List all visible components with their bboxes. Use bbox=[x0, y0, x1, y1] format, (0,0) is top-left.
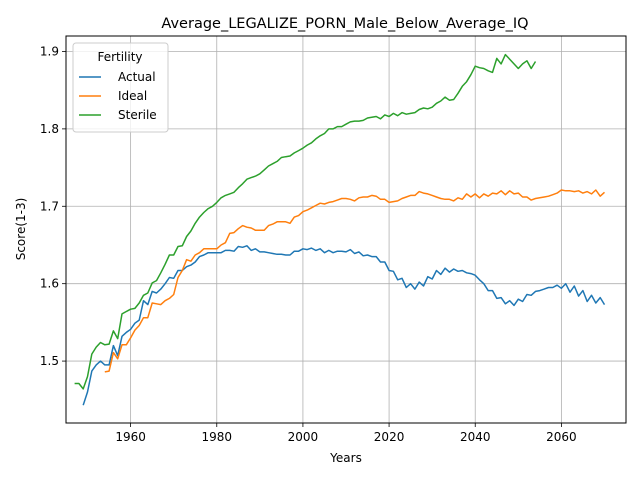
x-tick-label: 2060 bbox=[546, 430, 577, 444]
x-tick-label: 1980 bbox=[201, 430, 232, 444]
y-tick-label: 1.9 bbox=[40, 44, 59, 58]
x-tick-label: 2020 bbox=[374, 430, 405, 444]
legend-title: Fertility bbox=[97, 50, 142, 64]
y-tick-label: 1.5 bbox=[40, 354, 59, 368]
legend-label-ideal: Ideal bbox=[118, 89, 147, 103]
legend-label-actual: Actual bbox=[118, 70, 156, 84]
legend-label-sterile: Sterile bbox=[118, 108, 157, 122]
y-tick-label: 1.8 bbox=[40, 122, 59, 136]
x-tick-label: 2000 bbox=[288, 430, 319, 444]
chart-title: Average_LEGALIZE_PORN_Male_Below_Average… bbox=[161, 16, 528, 32]
y-tick-label: 1.7 bbox=[40, 199, 59, 213]
x-tick-label: 2040 bbox=[460, 430, 491, 444]
x-tick-label: 1960 bbox=[115, 430, 146, 444]
x-axis-label: Years bbox=[329, 451, 362, 465]
x-axis: 1960 1980 2000 2020 2040 2060 bbox=[115, 423, 576, 444]
legend: Fertility Actual Ideal Sterile bbox=[73, 43, 168, 132]
y-axis: 1.5 1.6 1.7 1.8 1.9 bbox=[40, 44, 66, 368]
y-tick-label: 1.6 bbox=[40, 277, 59, 291]
y-axis-label: Score(1-3) bbox=[14, 198, 28, 261]
